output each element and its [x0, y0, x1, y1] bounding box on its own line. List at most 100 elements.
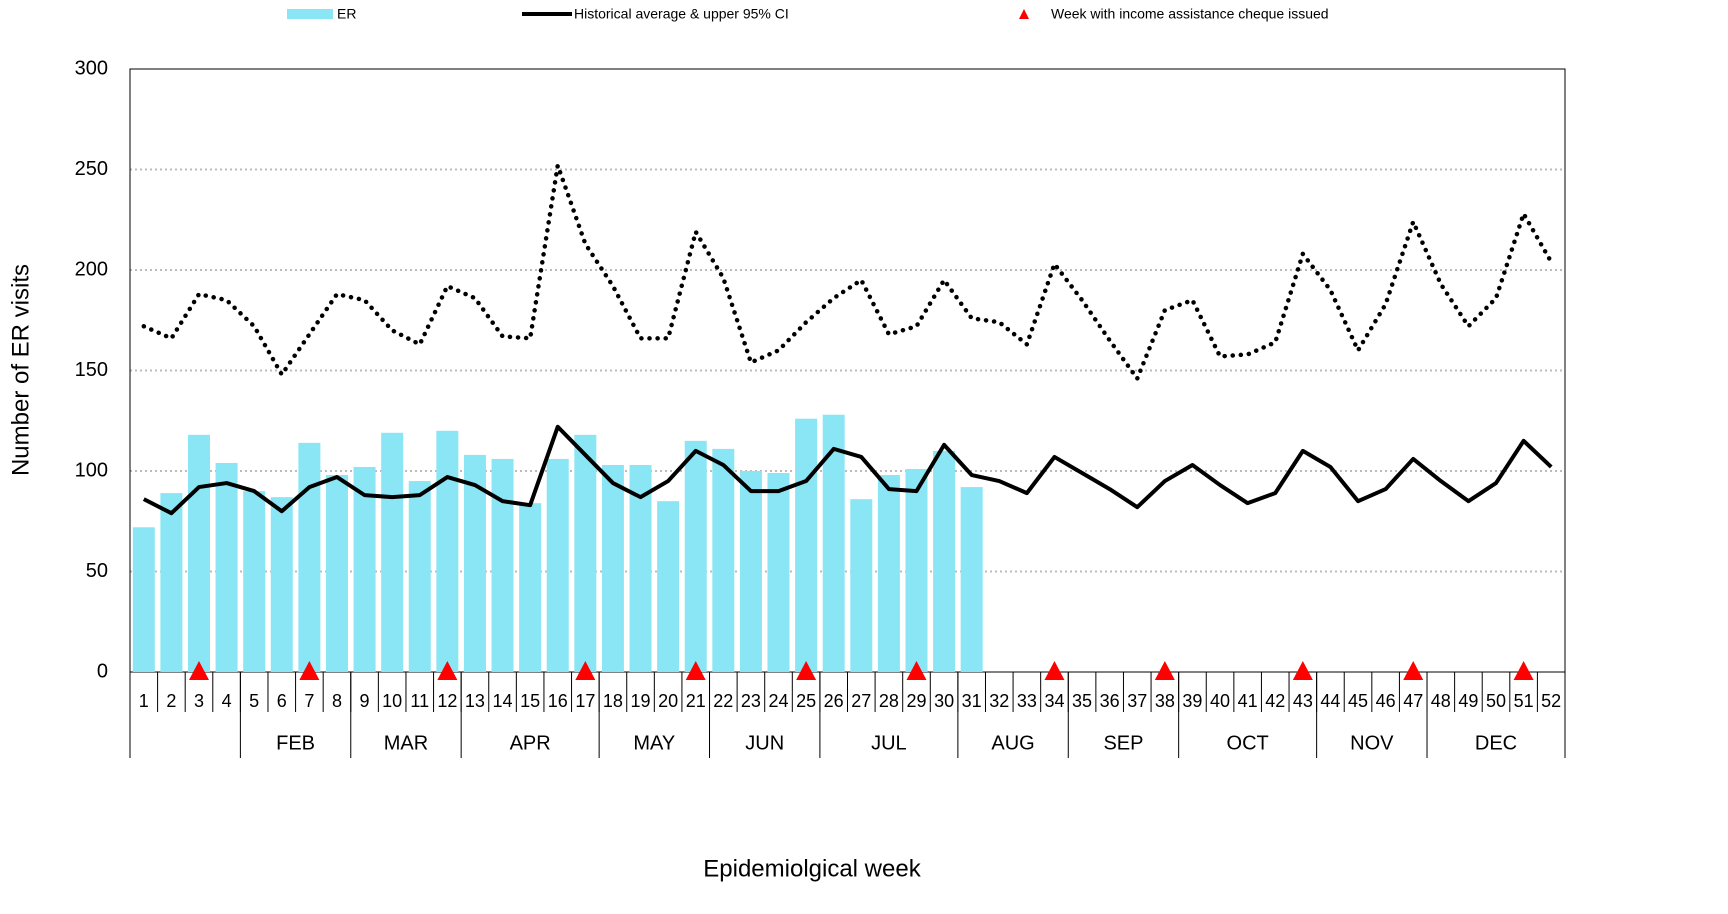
bar [325, 475, 348, 672]
x-tick-label: 35 [1072, 691, 1092, 711]
bar [933, 450, 956, 672]
cheque-marker [906, 661, 927, 680]
x-tick-label: 17 [575, 691, 595, 711]
x-tick-label: 27 [851, 691, 871, 711]
cheque-marker [437, 661, 458, 680]
y-tick-label: 50 [86, 560, 108, 582]
bar [215, 462, 238, 672]
x-tick-label: 13 [465, 691, 485, 711]
month-label: NOV [1350, 732, 1394, 754]
x-tick-label: 41 [1238, 691, 1258, 711]
x-tick-label: 42 [1265, 691, 1285, 711]
month-label: JUN [745, 732, 784, 754]
x-tick-label: 30 [934, 691, 954, 711]
cheque-marker [1292, 661, 1313, 680]
x-tick-label: 10 [382, 691, 402, 711]
x-tick-label: 38 [1155, 691, 1175, 711]
bar [877, 475, 900, 672]
x-tick-label: 43 [1293, 691, 1313, 711]
bar [795, 418, 818, 672]
month-label: MAR [384, 732, 428, 754]
x-tick-label: 33 [1017, 691, 1037, 711]
x-tick-label: 21 [686, 691, 706, 711]
bar [160, 493, 183, 672]
x-tick-label: 50 [1486, 691, 1506, 711]
x-axis-title: Epidemiolgical week [703, 855, 921, 882]
ci-line [141, 163, 1554, 381]
x-tick-label: 4 [222, 691, 232, 711]
cheque-marker [1044, 661, 1065, 680]
bar [408, 481, 431, 672]
average-line [142, 424, 1553, 516]
bar [905, 468, 928, 672]
x-tick-label: 32 [989, 691, 1009, 711]
x-tick-label: 20 [658, 691, 678, 711]
x-tick-label: 2 [166, 691, 176, 711]
bar [546, 458, 569, 672]
x-tick-label: 12 [437, 691, 457, 711]
bar [491, 458, 514, 672]
x-tick-label: 8 [332, 691, 342, 711]
bar [739, 471, 762, 672]
x-tick-label: 48 [1431, 691, 1451, 711]
month-label: APR [510, 732, 551, 754]
month-label: JUL [871, 732, 907, 754]
x-tick-label: 22 [713, 691, 733, 711]
x-tick-label: 7 [304, 691, 314, 711]
x-tick-label: 37 [1127, 691, 1147, 711]
x-tick-label: 25 [796, 691, 816, 711]
bar [381, 432, 404, 672]
bar [822, 414, 845, 672]
x-tick-label: 9 [360, 691, 370, 711]
cheque-marker [299, 661, 320, 680]
bar [684, 440, 707, 672]
x-tick-label: 28 [879, 691, 899, 711]
x-tick-label: 23 [741, 691, 761, 711]
x-tick-label: 49 [1458, 691, 1478, 711]
bar [436, 430, 459, 672]
y-tick-label: 150 [75, 359, 108, 381]
bar [960, 487, 983, 672]
x-tick-label: 39 [1182, 691, 1202, 711]
bar [243, 491, 266, 672]
y-tick-label: 200 [75, 258, 108, 280]
y-tick-label: 250 [75, 158, 108, 180]
month-label: SEP [1103, 732, 1143, 754]
y-tick-label: 300 [75, 57, 108, 79]
legend-label: Historical average & upper 95% CI [574, 6, 789, 22]
bar [519, 503, 542, 672]
x-tick-label: 5 [249, 691, 259, 711]
legend-swatch [287, 9, 333, 19]
cheque-marker [1154, 661, 1175, 680]
x-tick-label: 34 [1044, 691, 1064, 711]
bar [463, 454, 486, 672]
bar [657, 501, 680, 672]
y-tick-label: 0 [97, 660, 108, 682]
cheque-marker [575, 661, 596, 680]
bar [767, 473, 790, 672]
x-tick-label: 29 [906, 691, 926, 711]
x-tick-label: 52 [1541, 691, 1561, 711]
x-tick-label: 6 [277, 691, 287, 711]
month-label: DEC [1475, 732, 1517, 754]
x-tick-label: 46 [1376, 691, 1396, 711]
x-tick-label: 24 [768, 691, 788, 711]
cheque-marker [685, 661, 706, 680]
bar [574, 434, 597, 672]
x-tick-label: 51 [1514, 691, 1534, 711]
bar [298, 442, 321, 672]
cheque-marker [796, 661, 817, 680]
x-tick-label: 47 [1403, 691, 1423, 711]
month-label: OCT [1227, 732, 1269, 754]
bar [132, 527, 155, 672]
x-tick-label: 19 [631, 691, 651, 711]
x-tick-label: 26 [824, 691, 844, 711]
x-tick-label: 15 [520, 691, 540, 711]
x-tick-label: 3 [194, 691, 204, 711]
x-tick-label: 11 [410, 691, 429, 711]
y-axis-title: Number of ER visits [7, 264, 34, 476]
x-tick-label: 31 [962, 691, 982, 711]
month-label: AUG [991, 732, 1034, 754]
bar [187, 434, 210, 672]
legend-swatch [1019, 9, 1029, 19]
